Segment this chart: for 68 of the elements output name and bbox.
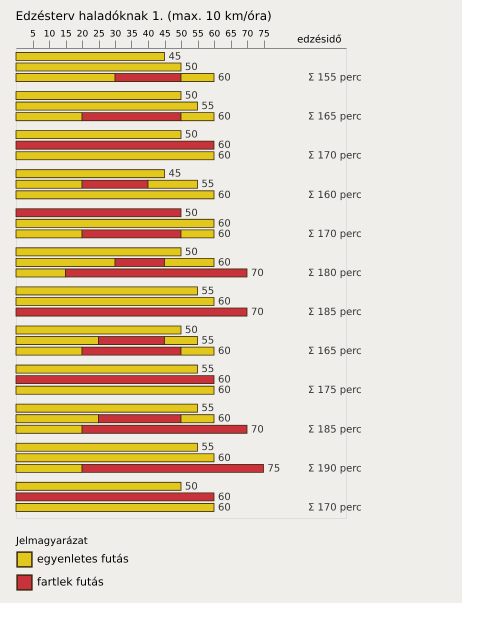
total-label: 60: [218, 502, 231, 514]
x-tick-label: 65: [225, 30, 237, 40]
total-label: 60: [218, 452, 231, 464]
total-label: 60: [218, 257, 231, 268]
total-label: 60: [218, 228, 231, 240]
x-tick-label: 55: [192, 30, 204, 40]
total-label: 55: [202, 286, 214, 297]
total-label: 60: [218, 190, 231, 201]
x-tick-label: 15: [60, 30, 72, 40]
x-tick-label: 75: [258, 30, 270, 40]
x-tick-label: 35: [126, 30, 138, 40]
total-label: 55: [202, 364, 214, 376]
total-label: 50: [185, 208, 198, 219]
total-label: 50: [185, 481, 198, 492]
total-label: 60: [218, 296, 231, 308]
total-label: 55: [202, 442, 214, 454]
total-label: 55: [202, 336, 214, 347]
annotation: Σ 185 perc: [308, 424, 362, 436]
annotation: Σ 170 perc: [308, 502, 362, 514]
annotation: Σ 180 perc: [308, 268, 362, 279]
total-label: 60: [218, 218, 231, 230]
total-label: 60: [218, 112, 231, 123]
total-label: 55: [202, 179, 214, 190]
legend-label: fartlek futás: [37, 576, 104, 588]
x-tick-label: 25: [93, 30, 105, 40]
total-label: 60: [218, 385, 231, 396]
total-label: 60: [218, 140, 231, 152]
total-label: 60: [218, 374, 231, 386]
x-tick-label: 50: [176, 30, 188, 40]
total-label: 50: [185, 325, 198, 336]
legend-label: egyenletes futás: [37, 552, 130, 566]
total-label: 70: [251, 268, 264, 279]
x-tick-label: 45: [159, 30, 171, 40]
total-label: 45: [168, 51, 182, 62]
total-label: 55: [202, 101, 214, 112]
annotation: Σ 155 perc: [308, 72, 362, 84]
total-label: 60: [218, 72, 231, 84]
total-label: 60: [218, 150, 231, 162]
annotation: Σ 160 perc: [308, 190, 362, 201]
total-label: 70: [251, 307, 264, 318]
x-tick-label: 30: [110, 30, 122, 40]
annotation: Σ 175 perc: [308, 385, 362, 396]
total-label: 45: [168, 168, 182, 180]
x-axis-title: edzésidő: [297, 34, 342, 46]
annotation: Σ 190 perc: [308, 463, 362, 474]
total-label: 50: [185, 90, 198, 102]
x-tick-label: 10: [44, 30, 56, 40]
chart-title: Edzésterv haladóknak 1. (max. 10 km/óra): [16, 9, 272, 23]
total-label: 50: [185, 130, 198, 141]
total-label: 50: [185, 62, 198, 74]
x-tick-label: 60: [208, 30, 220, 40]
x-tick-label: 20: [76, 30, 88, 40]
x-tick-label: 40: [142, 30, 154, 40]
total-label: 50: [185, 246, 198, 258]
x-tick-label: 70: [242, 30, 254, 40]
annotation: Σ 165 perc: [308, 346, 362, 358]
annotation: Σ 170 perc: [308, 150, 362, 162]
legend-title: Jelmagyarázat: [15, 536, 88, 547]
total-label: 70: [251, 424, 264, 436]
total-label: 55: [202, 403, 214, 414]
annotation: Σ 185 perc: [308, 307, 362, 318]
annotation: Σ 165 perc: [308, 112, 362, 123]
total-label: 60: [218, 414, 231, 425]
total-label: 75: [268, 463, 280, 474]
annotation: Σ 170 perc: [308, 228, 362, 240]
total-label: 60: [218, 492, 231, 503]
total-label: 60: [218, 346, 231, 358]
x-tick-label: 5: [30, 30, 36, 40]
